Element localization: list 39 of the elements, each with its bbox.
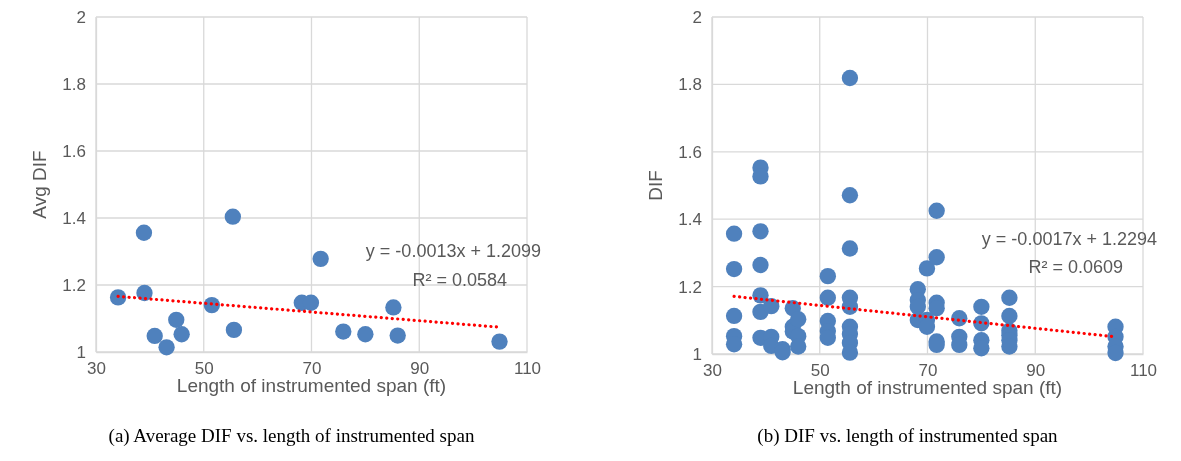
annotation: y = -0.0013x + 1.2099 xyxy=(365,241,541,261)
y-tick-label: 1.4 xyxy=(62,208,86,228)
y-tick-label: 1 xyxy=(76,342,86,362)
y-tick-label: 1.4 xyxy=(678,210,702,230)
x-tick-label: 30 xyxy=(87,359,106,379)
x-tick-label: 110 xyxy=(513,359,542,379)
point xyxy=(158,339,175,356)
y-tick-label: 1.8 xyxy=(678,75,702,95)
point xyxy=(385,299,402,316)
y-axis-title: DIF xyxy=(645,170,666,201)
y-tick-label: 1 xyxy=(692,344,702,364)
point xyxy=(389,327,406,344)
point xyxy=(135,224,153,241)
y-axis-title: Avg DIF xyxy=(29,150,50,219)
point xyxy=(146,327,163,345)
point xyxy=(136,284,153,302)
y-tick-label: 1.6 xyxy=(678,142,702,162)
y-tick-label: 1.8 xyxy=(62,74,86,94)
point xyxy=(224,208,242,225)
text: (b) DIF vs. length of instrumented span xyxy=(757,425,1059,447)
y-tick-label: 2 xyxy=(76,7,86,27)
text: (a) Average DIF vs. length of instrumented span xyxy=(108,425,475,447)
point xyxy=(491,333,508,350)
y-tick-label: 1.2 xyxy=(62,275,86,295)
point xyxy=(109,289,127,306)
y-tick-label: 1.6 xyxy=(62,141,86,161)
y-tick-label: 2 xyxy=(692,7,702,27)
x-tick-label: 110 xyxy=(1129,361,1158,381)
x-tick-label: 30 xyxy=(703,361,722,381)
point xyxy=(357,326,374,343)
point xyxy=(168,311,185,328)
point xyxy=(225,321,243,339)
y-tick-label: 1.2 xyxy=(678,277,702,297)
annotation: R² = 0.0584 xyxy=(412,270,507,290)
point xyxy=(335,323,352,340)
point xyxy=(173,326,190,343)
annotation: y = -0.0017x + 1.2294 xyxy=(981,229,1157,249)
point xyxy=(312,250,329,268)
annotation: R² = 0.0609 xyxy=(1028,257,1123,277)
